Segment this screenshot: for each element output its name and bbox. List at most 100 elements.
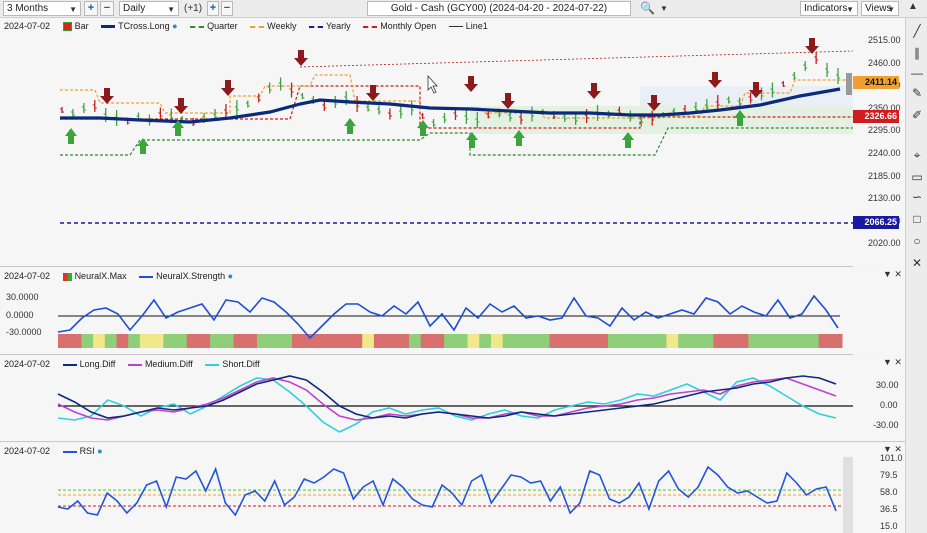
neuralx-max-bar [490, 334, 504, 348]
collapse-icon[interactable]: ▲ [908, 1, 918, 12]
weekly-line [60, 74, 853, 119]
legend-neuralx-max[interactable]: NeuralX.Max [62, 271, 127, 281]
crosshair-icon[interactable]: ⌖ [913, 148, 921, 162]
indicators-button[interactable]: Indicators ▼ [800, 1, 858, 16]
legend-bar[interactable]: Bar [62, 21, 89, 32]
neuralx-panel[interactable]: 2024-07-02 NeuralX.Max NeuralX.Strength … [0, 268, 905, 355]
neuralx-max-bar [163, 334, 176, 348]
chevron-down-icon: ▼ [167, 5, 175, 14]
legend-neuralx-strength[interactable]: NeuralX.Strength ● [139, 271, 233, 281]
neuralx-chart-svg [57, 282, 905, 355]
price-chart-svg [60, 18, 905, 267]
rsi-line [57, 465, 837, 517]
y-tick: 101.0 [880, 453, 903, 463]
line1 [299, 50, 854, 68]
y-tick: 79.5 [880, 470, 898, 480]
neuralx-legend: 2024-07-02 NeuralX.Max NeuralX.Strength … [4, 271, 243, 283]
close-icon[interactable]: ✕ [911, 256, 923, 270]
quarter-line [60, 127, 853, 156]
diff-panel[interactable]: 2024-07-02 Long.Diff Medium.Diff Short.D… [0, 356, 905, 442]
legend-medium-diff[interactable]: Medium.Diff [127, 359, 193, 369]
neuralx-max-bar [806, 334, 820, 348]
price-panel[interactable]: 2024-07-02 Bar TCross.Long ● Quarter Wee… [0, 18, 905, 278]
pencil-icon[interactable]: ✎ [911, 86, 923, 100]
panel-close-icon[interactable]: ▼ ✕ [883, 269, 902, 279]
neuralx-max-bar [256, 334, 270, 348]
sell-arrow-icon [647, 95, 661, 111]
brush-icon[interactable]: ✐ [911, 108, 923, 122]
comment-icon[interactable]: ▭ [911, 170, 923, 184]
legend-tcross-long[interactable]: TCross.Long ● [101, 21, 178, 31]
legend-date: 2024-07-02 [4, 271, 51, 281]
last-price-tag: 2411.14 [853, 76, 899, 89]
neuralx-max-bar [409, 334, 422, 348]
neuralx-max-bar [783, 334, 796, 348]
neuralx-max-bar [455, 334, 469, 348]
buy-arrow-icon [622, 132, 634, 148]
search-icon[interactable]: 🔍 [640, 1, 655, 15]
buy-arrow-icon [172, 120, 184, 136]
symbol-title[interactable]: Gold - Cash (GCY00) (2024-04-20 - 2024-0… [367, 1, 631, 16]
legend-quarter[interactable]: Quarter [190, 21, 238, 31]
y-tick: 2240.00 [868, 148, 901, 158]
buy-arrow-icon [513, 130, 525, 146]
rsi-panel[interactable]: 2024-07-02 RSI ● ▼ ✕ 101.0 79.5 58.0 36.… [0, 443, 905, 533]
signal-arrows [65, 38, 819, 154]
y-tick: 2130.00 [868, 193, 901, 204]
legend-monthly-open[interactable]: Monthly Open [363, 21, 436, 31]
add-offset-button[interactable]: + [207, 1, 219, 16]
neuralx-max-bar [549, 334, 562, 348]
line-tool-icon[interactable]: ╱ [913, 24, 921, 38]
panel-close-icon[interactable]: ▼ ✕ [883, 444, 902, 454]
legend-yearly[interactable]: Yearly [308, 21, 351, 31]
neuralx-max-bar [268, 334, 281, 348]
remove-offset-button[interactable]: − [221, 1, 233, 16]
y-tick: 0.00 [880, 400, 898, 410]
panel-close-icon[interactable]: ▼ ✕ [883, 357, 902, 367]
neuralx-max-bar [116, 334, 129, 348]
neuralx-max-bar [432, 334, 445, 348]
sell-arrow-icon [366, 85, 380, 101]
chevron-down-icon: ▼ [69, 5, 77, 14]
chevron-down-icon[interactable]: ▼ [660, 4, 668, 13]
neuralx-max-bar [93, 334, 106, 348]
y-tick: 36.5 [880, 504, 898, 514]
views-label: Views [865, 3, 892, 14]
legend-weekly[interactable]: Weekly [250, 21, 296, 31]
neuralx-max-bar [724, 334, 738, 348]
neuralx-max-bar [69, 334, 82, 348]
y-tick: 30.0000 [6, 292, 39, 302]
legend-long-diff[interactable]: Long.Diff [62, 359, 115, 369]
mouse-cursor-icon [427, 74, 438, 94]
neuralx-max-bar [221, 334, 235, 348]
period-select[interactable]: 3 Months ▼ [3, 1, 81, 16]
neuralx-max-bar [701, 334, 714, 348]
interval-select[interactable]: Daily ▼ [119, 1, 179, 16]
square-icon[interactable]: □ [913, 212, 921, 226]
scroll-handle[interactable] [846, 73, 852, 95]
views-button[interactable]: Views ▼ [861, 1, 899, 16]
sell-arrow-icon [174, 98, 188, 114]
neuralx-max-bar [338, 334, 352, 348]
legend-rsi[interactable]: RSI ● [62, 446, 103, 456]
parallel-lines-icon[interactable]: ∥ [914, 46, 920, 60]
sell-arrow-icon [294, 50, 308, 66]
horizontal-line-icon[interactable]: — [911, 66, 923, 80]
neuralx-max-bar [104, 334, 118, 348]
eraser-icon[interactable]: ∽ [911, 190, 923, 204]
neuralx-max-bar [362, 334, 375, 348]
neuralx-max-bar [689, 334, 703, 348]
zoom-out-button[interactable]: − [100, 1, 114, 16]
neuralx-max-bar [561, 334, 574, 348]
neuralx-max-bar [584, 334, 597, 348]
circle-icon[interactable]: ○ [913, 234, 921, 248]
sell-arrow-icon [587, 83, 601, 99]
neuralx-max-bar [245, 334, 258, 348]
scroll-track[interactable] [843, 457, 853, 533]
y-tick: 58.0 [880, 487, 898, 497]
yearly-tag: 2066.25 [853, 216, 899, 229]
zoom-in-button[interactable]: + [84, 1, 98, 16]
legend-line1[interactable]: Line1 [448, 21, 488, 31]
neuralx-max-bar [210, 334, 223, 348]
legend-short-diff[interactable]: Short.Diff [205, 359, 260, 369]
